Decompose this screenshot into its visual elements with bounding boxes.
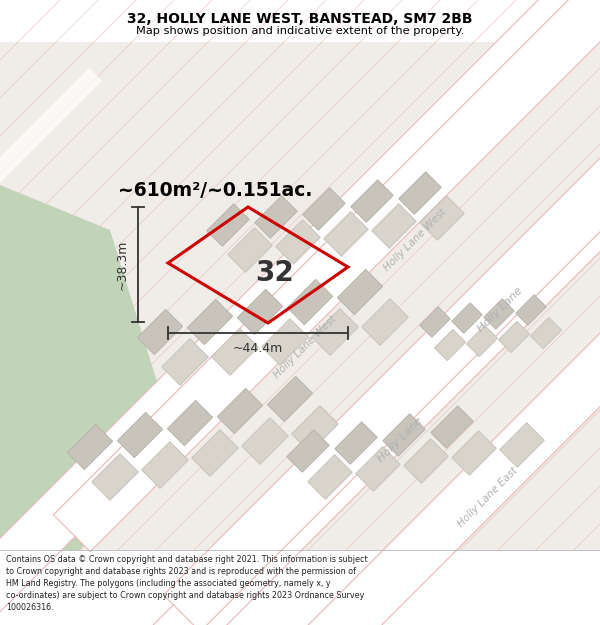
Text: co-ordinates) are subject to Crown copyright and database rights 2023 Ordnance S: co-ordinates) are subject to Crown copyr… <box>6 591 364 600</box>
Polygon shape <box>118 412 163 458</box>
Polygon shape <box>383 414 425 456</box>
Polygon shape <box>268 376 313 422</box>
Polygon shape <box>262 319 308 366</box>
Text: Holly Lane East: Holly Lane East <box>456 465 520 529</box>
Text: to Crown copyright and database rights 2023 and is reproduced with the permissio: to Crown copyright and database rights 2… <box>6 567 356 576</box>
Polygon shape <box>466 326 497 356</box>
Polygon shape <box>362 299 409 346</box>
Polygon shape <box>67 424 113 469</box>
Polygon shape <box>53 0 600 552</box>
Polygon shape <box>167 401 212 446</box>
Text: Map shows position and indicative extent of the property.: Map shows position and indicative extent… <box>136 26 464 36</box>
Text: Holly Lane: Holly Lane <box>476 286 524 334</box>
Polygon shape <box>356 447 400 491</box>
Polygon shape <box>0 185 175 550</box>
Text: Holly Lane West: Holly Lane West <box>272 314 338 380</box>
Polygon shape <box>161 339 208 386</box>
Text: Holly Lane West: Holly Lane West <box>382 207 448 273</box>
Polygon shape <box>92 454 139 501</box>
Polygon shape <box>207 204 249 246</box>
Polygon shape <box>452 431 496 475</box>
Polygon shape <box>238 289 283 334</box>
Polygon shape <box>142 442 188 488</box>
Polygon shape <box>292 406 338 452</box>
Polygon shape <box>303 188 345 230</box>
Text: HM Land Registry. The polygons (including the associated geometry, namely x, y: HM Land Registry. The polygons (includin… <box>6 579 331 588</box>
Polygon shape <box>191 429 238 476</box>
Polygon shape <box>255 196 297 238</box>
Polygon shape <box>335 422 377 464</box>
Polygon shape <box>324 212 368 256</box>
Polygon shape <box>287 430 329 472</box>
Text: 32, HOLLY LANE WEST, BANSTEAD, SM7 2BB: 32, HOLLY LANE WEST, BANSTEAD, SM7 2BB <box>127 12 473 26</box>
Bar <box>0 42 600 550</box>
Polygon shape <box>516 295 546 325</box>
Polygon shape <box>137 309 182 354</box>
Polygon shape <box>0 68 102 222</box>
Polygon shape <box>217 388 263 434</box>
Text: ~610m²/~0.151ac.: ~610m²/~0.151ac. <box>118 181 313 199</box>
Polygon shape <box>287 279 332 324</box>
Polygon shape <box>276 220 320 264</box>
Polygon shape <box>499 321 530 352</box>
Polygon shape <box>308 455 352 499</box>
Polygon shape <box>372 204 416 248</box>
Polygon shape <box>337 269 383 314</box>
Text: Contains OS data © Crown copyright and database right 2021. This information is : Contains OS data © Crown copyright and d… <box>6 555 368 564</box>
Text: 100026316.: 100026316. <box>6 603 53 612</box>
Polygon shape <box>399 172 441 214</box>
Polygon shape <box>351 180 393 222</box>
Polygon shape <box>420 307 450 338</box>
Polygon shape <box>212 329 259 376</box>
Polygon shape <box>484 299 514 329</box>
Polygon shape <box>434 329 466 361</box>
Polygon shape <box>242 418 289 464</box>
Polygon shape <box>420 196 464 240</box>
Polygon shape <box>187 299 233 344</box>
Text: ~44.4m: ~44.4m <box>233 342 283 356</box>
Polygon shape <box>163 133 600 625</box>
Polygon shape <box>452 302 482 333</box>
Text: Holly Lane: Holly Lane <box>376 416 424 464</box>
Polygon shape <box>431 406 473 448</box>
Polygon shape <box>73 68 600 625</box>
Polygon shape <box>530 318 562 349</box>
Text: ~38.3m: ~38.3m <box>115 239 128 290</box>
Polygon shape <box>311 309 358 356</box>
Polygon shape <box>500 422 544 468</box>
Polygon shape <box>163 0 600 625</box>
Polygon shape <box>404 439 448 483</box>
Text: 32: 32 <box>256 259 295 287</box>
Polygon shape <box>228 228 272 272</box>
